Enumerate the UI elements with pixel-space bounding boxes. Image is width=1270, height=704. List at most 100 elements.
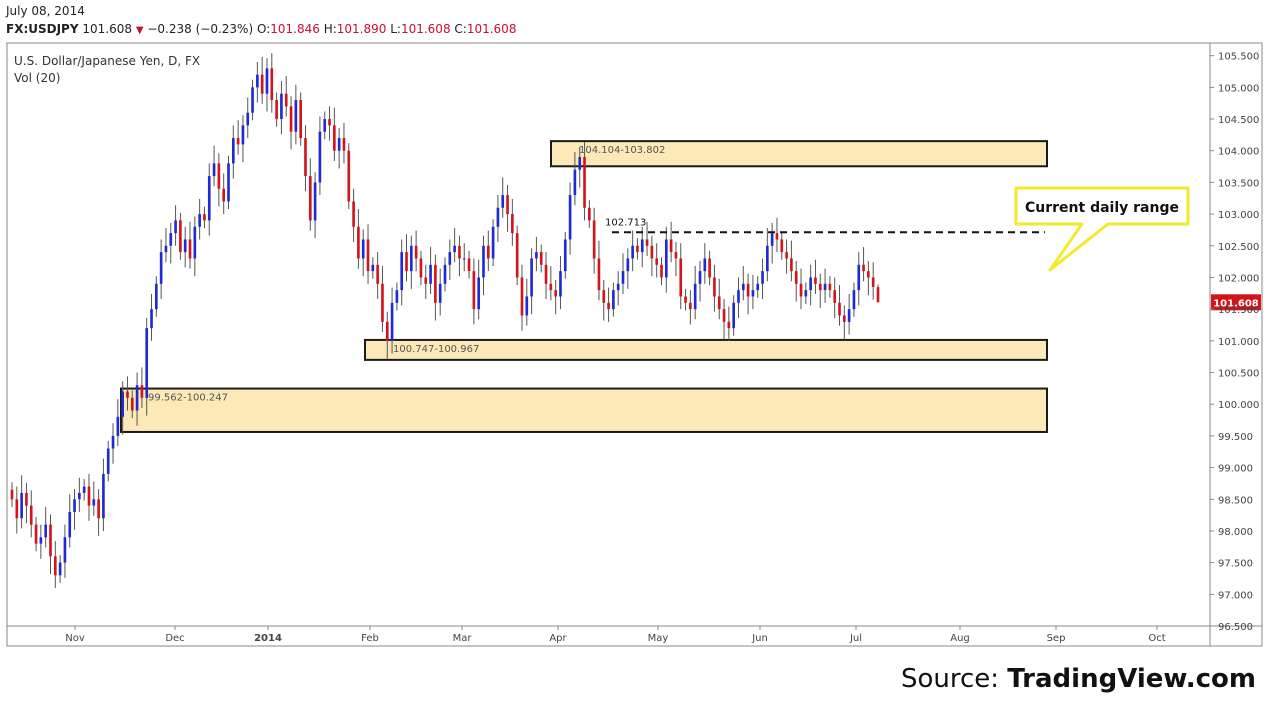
candle-body — [256, 74, 259, 88]
high-label: H: — [323, 22, 337, 36]
x-tick-label: Mar — [453, 633, 473, 644]
y-tick-label: 104.500 — [1218, 115, 1259, 126]
candle-body — [390, 302, 394, 341]
candle-body — [222, 188, 226, 202]
x-tick-label: 2014 — [254, 633, 282, 644]
candle-body — [371, 264, 375, 272]
candle-body — [405, 252, 408, 272]
candle-body — [679, 258, 683, 297]
y-tick-label: 101.500 — [1218, 305, 1259, 316]
candle-body — [231, 138, 235, 164]
y-tick-label: 99.000 — [1218, 464, 1253, 475]
candle-body — [419, 258, 423, 278]
candle-body — [443, 264, 447, 284]
candle-body — [684, 296, 687, 303]
candle-body — [159, 252, 163, 284]
low-value: 101.608 — [400, 22, 451, 36]
y-tick-label: 100.500 — [1218, 369, 1259, 380]
candle-body — [260, 74, 264, 94]
candle-body — [867, 271, 870, 278]
candle-body — [785, 252, 788, 259]
candle-body — [660, 264, 663, 278]
last-price-badge — [1211, 294, 1261, 311]
last-price-badge-label: 101.608 — [1213, 298, 1259, 309]
candle-body — [140, 385, 144, 398]
candle-body — [395, 290, 399, 303]
candle-body — [842, 315, 846, 322]
support-resistance-zone — [550, 140, 1048, 168]
candle-body — [871, 277, 875, 287]
y-tick-label: 97.500 — [1218, 559, 1253, 570]
candle-body — [97, 499, 100, 519]
candle-body — [82, 486, 86, 493]
candle-body — [520, 277, 524, 316]
candle-body — [318, 131, 322, 183]
candle-body — [462, 258, 466, 260]
y-tick-label: 97.000 — [1218, 590, 1253, 601]
candle-body — [25, 492, 28, 506]
symbol: FX:USDJPY — [6, 22, 79, 36]
candle-body — [236, 138, 240, 145]
candle-body — [183, 239, 187, 253]
candle-body — [135, 385, 139, 411]
candle-body — [15, 499, 19, 519]
candle-body — [174, 220, 177, 234]
candle-body — [703, 258, 707, 272]
candle-body — [496, 207, 500, 227]
candle-body — [597, 258, 601, 291]
candle-body — [49, 524, 52, 557]
candle-body — [568, 195, 572, 240]
candle-body — [578, 157, 582, 170]
candle-body — [515, 233, 519, 278]
y-tick-label: 98.500 — [1218, 495, 1253, 506]
zone-label: 99.562-100.247 — [148, 393, 228, 404]
candle-body — [458, 245, 461, 259]
down-arrow-icon: ▼ — [135, 25, 144, 36]
candle-body — [121, 391, 124, 417]
last-price: 101.608 — [82, 22, 132, 36]
candle-body — [328, 119, 331, 126]
candle-body — [482, 245, 485, 278]
candle-body — [674, 252, 678, 259]
candle-body — [559, 271, 562, 297]
candle-body — [414, 245, 418, 259]
y-tick-label: 101.000 — [1218, 337, 1259, 348]
candle-body — [823, 283, 827, 291]
candle-body — [876, 287, 880, 303]
candle-body — [376, 264, 379, 284]
candle-body — [838, 302, 841, 316]
candle-body — [467, 258, 471, 272]
candle-body — [265, 68, 269, 94]
candle-body — [847, 309, 851, 322]
candle-body — [357, 226, 360, 259]
candle-body — [607, 302, 610, 310]
candle-body — [333, 125, 336, 151]
candle-body — [472, 271, 476, 310]
candle-body — [409, 245, 413, 272]
candle-body — [809, 277, 812, 291]
candle-body — [126, 391, 129, 398]
x-tick-label: Jun — [751, 633, 768, 644]
candle-body — [713, 277, 716, 297]
close-label: C: — [454, 22, 467, 36]
candle-body — [20, 492, 23, 519]
candle-body — [207, 176, 211, 221]
candle-body — [732, 302, 735, 329]
candle-body — [212, 163, 216, 177]
candle-body — [111, 435, 115, 449]
resistance-label: 102.713 — [605, 217, 646, 228]
candle-body — [275, 100, 278, 120]
candle-body — [506, 195, 509, 215]
candle-body — [188, 239, 192, 259]
candle-body — [92, 499, 96, 506]
candle-body — [284, 93, 288, 107]
candle-body — [818, 283, 822, 291]
candle-body — [525, 296, 529, 316]
candle-body — [554, 290, 557, 297]
volume-indicator-label: Vol (20) — [14, 71, 60, 85]
candle-body — [347, 150, 351, 202]
quote-line: FX:USDJPY 101.608 ▼ −0.238 (−0.23%) O:10… — [6, 22, 516, 36]
chart-title: U.S. Dollar/Japanese Yen, D, FX — [14, 54, 200, 68]
candle-body — [857, 264, 861, 291]
